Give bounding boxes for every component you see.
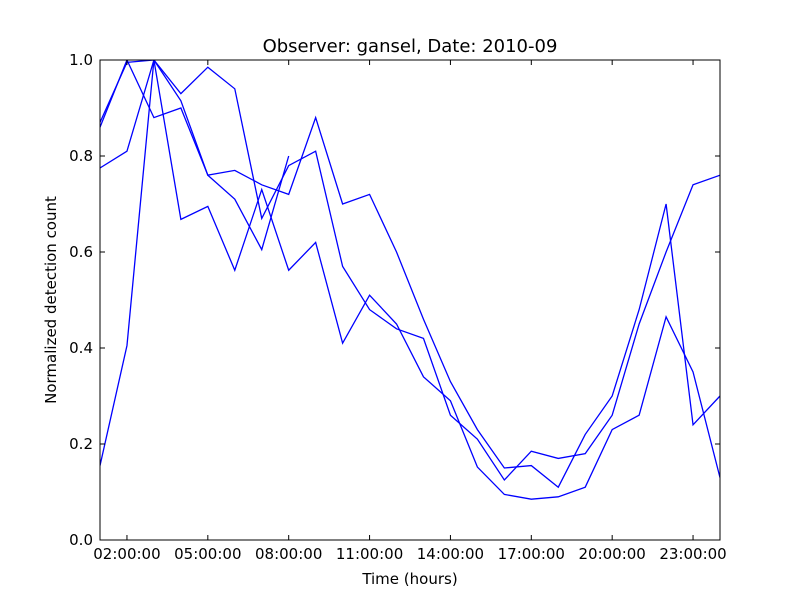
x-tick-label: 23:00:00: [659, 545, 726, 563]
plot-background: [100, 60, 720, 540]
y-tick-label: 0.8: [69, 147, 93, 165]
y-tick-label: 0.2: [69, 435, 93, 453]
series-group: [100, 60, 720, 500]
x-tick-label: 08:00:00: [255, 545, 322, 563]
y-tick-label: 0.0: [69, 531, 93, 549]
y-tick-label: 1.0: [69, 51, 93, 69]
y-axis-label: Normalized detection count: [42, 196, 60, 404]
y-tick-label: 0.6: [69, 243, 93, 261]
axes-frame: [99, 59, 721, 541]
chart-title: Observer: gansel, Date: 2010-09: [263, 36, 558, 57]
series-line-2: [100, 60, 720, 482]
y-tick-label: 0.4: [69, 339, 93, 357]
x-tick-label: 17:00:00: [498, 545, 565, 563]
series-line-3: [100, 60, 290, 252]
plot-area: [99, 59, 721, 541]
x-axis: 02:00:00 05:00:00 08:00:00 11:00:00 14:00:00…: [93, 60, 727, 563]
series-line-4: [100, 60, 720, 500]
x-tick-label: 11:00:00: [336, 545, 403, 563]
x-tick-label: 02:00:00: [93, 545, 160, 563]
x-tick-label: 20:00:00: [578, 545, 645, 563]
y-axis: 0.0 0.2 0.4 0.6 0.8 1.0: [69, 51, 720, 549]
x-tick-label: 14:00:00: [417, 545, 484, 563]
x-tick-label: 05:00:00: [174, 545, 241, 563]
x-axis-label: Time (hours): [361, 570, 457, 588]
